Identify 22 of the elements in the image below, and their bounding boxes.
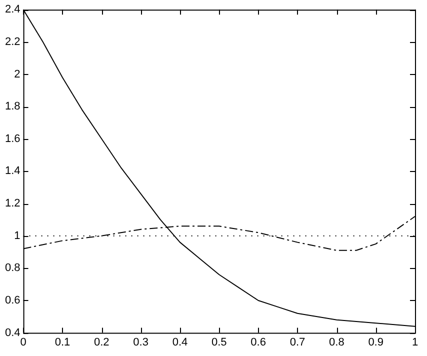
x-tick-label: 0.7 (290, 336, 306, 348)
x-tick-label: 0.1 (54, 336, 70, 348)
x-tick-label: 0.4 (172, 336, 188, 348)
x-tick-label: 0.6 (250, 336, 266, 348)
x-tick-label: 0.3 (133, 336, 148, 348)
y-tick-label: 1.8 (4, 100, 20, 113)
y-tick-label: 1 (14, 230, 20, 242)
x-tick-label: 0.9 (368, 336, 384, 348)
x-tick-label: 0 (20, 336, 26, 348)
y-tick-label: 0.4 (4, 326, 20, 339)
x-tick-label: 0.2 (94, 336, 110, 348)
x-tick-label: 0.5 (211, 336, 227, 348)
y-tick-label: 2 (14, 68, 20, 80)
y-tick-label: 0.8 (4, 262, 20, 274)
y-tick-label: 1.2 (4, 198, 20, 210)
y-tick-label: 2.2 (4, 36, 20, 48)
y-tick-label: 1.4 (4, 165, 20, 178)
x-tick-label: 1 (412, 336, 418, 348)
y-tick-label: 0.6 (4, 294, 20, 307)
x-tick-label: 0.8 (329, 336, 344, 348)
y-tick-label: 1.6 (4, 132, 20, 145)
y-tick-label: 2.4 (4, 4, 20, 16)
